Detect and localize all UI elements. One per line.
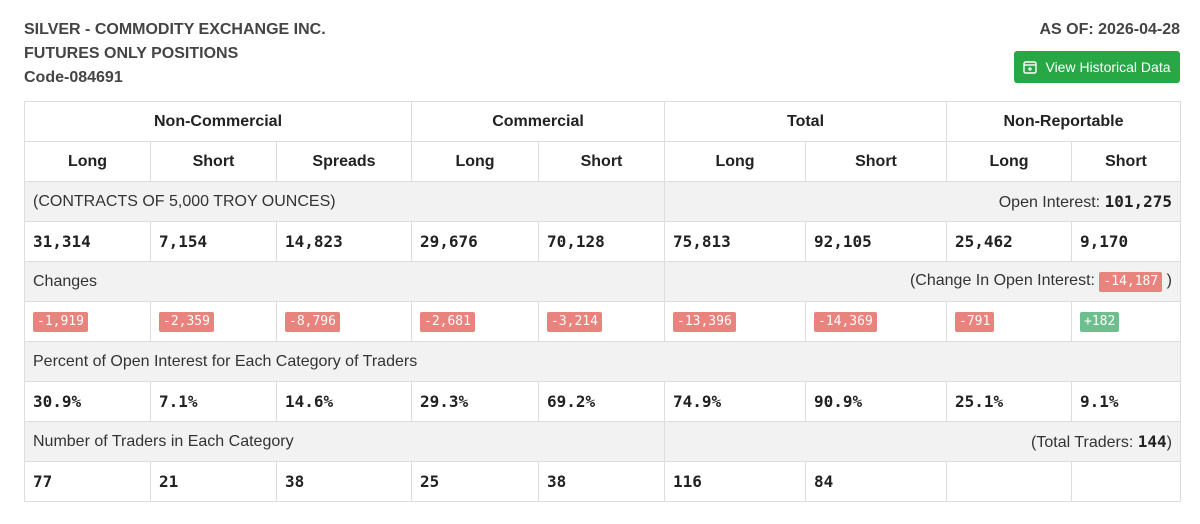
change-badge: -13,396 (673, 311, 736, 332)
col-header: Short (150, 141, 277, 182)
report-type: FUTURES ONLY POSITIONS (24, 45, 239, 62)
table-cell: -1,919 (24, 301, 151, 342)
percent-band: Percent of Open Interest for Each Catego… (24, 341, 1181, 382)
table-cell: 84 (805, 461, 947, 502)
table-cell: 116 (664, 461, 806, 502)
table-cell: -2,681 (411, 301, 539, 342)
col-header: Short (805, 141, 947, 182)
open-interest: Open Interest: 101,275 (664, 181, 1181, 222)
table-cell: 14,823 (276, 221, 412, 262)
col-header: Long (946, 141, 1072, 182)
view-historical-data-button[interactable]: View Historical Data (1014, 51, 1180, 83)
col-header: Short (1071, 141, 1181, 182)
changes-band: Changes (Change In Open Interest: -14,18… (24, 261, 1181, 302)
change-oi-prefix: (Change In Open Interest: (909, 271, 1095, 289)
col-header: Spreads (276, 141, 412, 182)
table-cell: -14,369 (805, 301, 947, 342)
table-cell: 21 (150, 461, 277, 502)
table-cell: 38 (538, 461, 665, 502)
calendar-plus-icon (1023, 60, 1038, 74)
table-cell: 25,462 (946, 221, 1072, 262)
table-cell: -3,214 (538, 301, 665, 342)
total-traders-value: 144 (1137, 431, 1167, 451)
change-oi-badge: -14,187 (1099, 271, 1163, 292)
table-cell (946, 461, 1072, 502)
column-header-row: Long Short Spreads Long Short Long Short… (24, 141, 1181, 182)
table-cell: 70,128 (538, 221, 665, 262)
commodity-title: SILVER - COMMODITY EXCHANGE INC. (24, 21, 326, 38)
table-cell: 31,314 (24, 221, 151, 262)
table-cell: 9.1% (1071, 381, 1181, 422)
contracts-band: (CONTRACTS OF 5,000 TROY OUNCES) Open In… (24, 181, 1181, 222)
total-traders-suffix: ) (1166, 433, 1172, 451)
percent-label: Percent of Open Interest for Each Catego… (24, 341, 1181, 382)
change-oi-suffix: ) (1166, 271, 1172, 289)
traders-label: Number of Traders in Each Category (24, 421, 665, 462)
change-open-interest: (Change In Open Interest: -14,187 ) (664, 261, 1181, 302)
table-cell: 30.9% (24, 381, 151, 422)
contracts-label: (CONTRACTS OF 5,000 TROY OUNCES) (24, 181, 665, 222)
table-cell (1071, 461, 1181, 502)
table-cell: -8,796 (276, 301, 412, 342)
table-cell: 77 (24, 461, 151, 502)
table-cell: 25.1% (946, 381, 1072, 422)
change-badge: -14,369 (814, 311, 877, 332)
table-cell: -2,359 (150, 301, 277, 342)
group-commercial: Commercial (411, 101, 665, 142)
col-header: Long (664, 141, 806, 182)
total-traders-prefix: (Total Traders: (1031, 433, 1134, 451)
percent-row: 30.9% 7.1% 14.6% 29.3% 69.2% 74.9% 90.9%… (24, 381, 1181, 422)
view-historical-data-label: View Historical Data (1045, 59, 1171, 75)
table-cell: 25 (411, 461, 539, 502)
change-badge: -1,919 (33, 311, 88, 332)
open-interest-label: Open Interest: (998, 193, 1101, 211)
col-header: Long (411, 141, 539, 182)
changes-row: -1,919 -2,359 -8,796 -2,681 -3,214 -13,3… (24, 301, 1181, 342)
change-badge: -8,796 (285, 311, 340, 332)
change-badge: -791 (955, 311, 995, 332)
contract-code: Code-084691 (24, 69, 123, 86)
table-cell: 29,676 (411, 221, 539, 262)
table-cell: 7,154 (150, 221, 277, 262)
col-header: Long (24, 141, 151, 182)
col-header: Short (538, 141, 665, 182)
table-cell: -791 (946, 301, 1072, 342)
traders-row: 77 21 38 25 38 116 84 (24, 461, 1181, 502)
report-title: SILVER - COMMODITY EXCHANGE INC. FUTURES… (24, 18, 326, 90)
change-badge: -3,214 (547, 311, 602, 332)
table-cell: 9,170 (1071, 221, 1181, 262)
table-cell: 7.1% (150, 381, 277, 422)
contracts-row: 31,314 7,154 14,823 29,676 70,128 75,813… (24, 221, 1181, 262)
total-traders: (Total Traders: 144) (664, 421, 1181, 462)
as-of-date: AS OF: 2026-04-28 (1039, 21, 1180, 38)
traders-band: Number of Traders in Each Category (Tota… (24, 421, 1181, 462)
group-header-row: Non-Commercial Commercial Total Non-Repo… (24, 101, 1181, 142)
table-cell: 75,813 (664, 221, 806, 262)
changes-label: Changes (24, 261, 665, 302)
table-cell: 29.3% (411, 381, 539, 422)
table-cell: 38 (276, 461, 412, 502)
table-cell: +182 (1071, 301, 1181, 342)
change-badge: +182 (1080, 311, 1120, 332)
open-interest-value: 101,275 (1104, 191, 1172, 211)
group-non-commercial: Non-Commercial (24, 101, 412, 142)
table-cell: 74.9% (664, 381, 806, 422)
table-cell: 92,105 (805, 221, 947, 262)
change-badge: -2,681 (420, 311, 475, 332)
table-cell: 14.6% (276, 381, 412, 422)
table-cell: 90.9% (805, 381, 947, 422)
group-total: Total (664, 101, 947, 142)
table-cell: 69.2% (538, 381, 665, 422)
change-badge: -2,359 (159, 311, 214, 332)
table-cell: -13,396 (664, 301, 806, 342)
positions-table: Non-Commercial Commercial Total Non-Repo… (24, 101, 1181, 502)
group-non-reportable: Non-Reportable (946, 101, 1181, 142)
